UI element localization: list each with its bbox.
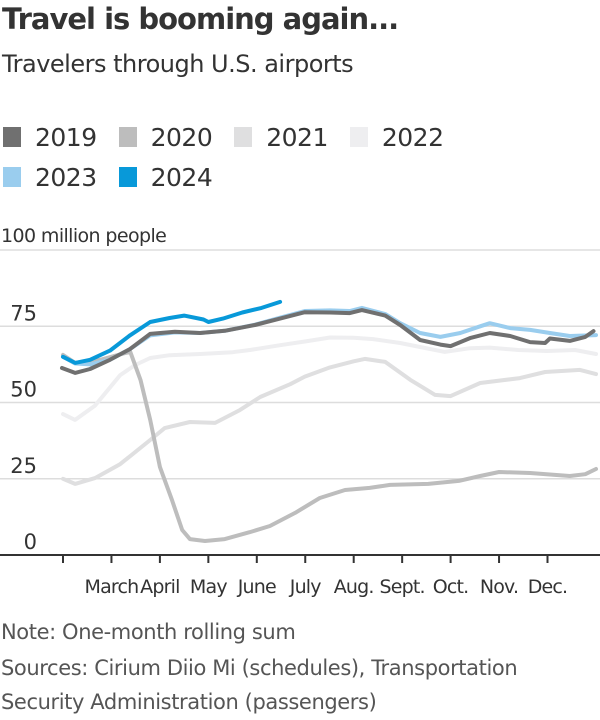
legend-label: 2024 — [150, 162, 213, 192]
sources-text-line1: Sources: Cirium Diio Mi (schedules), Tra… — [1, 656, 518, 680]
x-tick-label: April — [140, 576, 179, 598]
x-tick-label: March — [84, 576, 138, 598]
legend-label: 2020 — [150, 122, 213, 152]
y-tick-label: 25 — [10, 454, 37, 478]
series-lines — [60, 299, 598, 543]
legend-swatch — [234, 127, 253, 147]
x-tick-label: June — [237, 576, 276, 598]
x-tick-label: Nov. — [480, 576, 518, 598]
legend-swatch — [3, 127, 21, 147]
y-tick-label: 50 — [10, 378, 37, 402]
legend-item-2022: 2022 — [349, 122, 444, 152]
legend-swatch — [118, 167, 137, 187]
note-text: Note: One-month rolling sum — [1, 620, 296, 644]
legend-label: 2021 — [266, 122, 328, 152]
series-line-2021 — [61, 356, 598, 486]
legend-swatch — [349, 127, 368, 147]
legend-item-2024: 2024 — [118, 162, 213, 192]
y-axis-unit-label: 100 million people — [1, 225, 167, 247]
y-tick-label: 75 — [10, 301, 37, 325]
series-line-2019 — [60, 308, 596, 375]
chart-title: Travel is booming again... — [2, 2, 399, 36]
legend-row: 2019 2020 2021 2022 — [3, 117, 563, 157]
legend-row: 2023 2024 — [3, 157, 563, 197]
series-line-2020 — [61, 349, 598, 543]
legend-item-2023: 2023 — [3, 163, 97, 192]
series-line-2024 — [61, 299, 283, 365]
y-axis-labels: 0 25 50 75 — [10, 301, 37, 554]
legend-item-2019: 2019 — [3, 123, 97, 152]
legend-swatch — [118, 127, 137, 147]
legend: 2019 2020 2021 2022 2023 2024 — [3, 117, 563, 197]
legend-label: 2022 — [381, 122, 444, 152]
y-tick-label: 0 — [24, 530, 37, 554]
legend-item-2021: 2021 — [234, 123, 328, 152]
x-tick-label: July — [289, 576, 322, 598]
x-tick-label: May — [190, 576, 227, 598]
legend-label: 2023 — [35, 162, 97, 192]
legend-item-2020: 2020 — [118, 122, 213, 152]
line-chart: 0 25 50 75 March April May June July Aug. Sept. Oc… — [0, 249, 600, 598]
x-tick-label: Sept. — [379, 576, 424, 598]
sources-text-line2: Security Administration (passengers) — [1, 690, 377, 714]
x-tick-label: Oct. — [433, 576, 469, 598]
legend-swatch — [3, 167, 21, 187]
x-tick-label: Aug. — [334, 576, 374, 598]
x-axis: March April May June July Aug. Sept. Oct. Nov. De… — [0, 554, 600, 598]
series-line-2022 — [61, 335, 598, 422]
x-tick-label: Dec. — [528, 576, 568, 598]
chart-subtitle: Travelers through U.S. airports — [2, 50, 354, 78]
legend-label: 2019 — [35, 122, 97, 152]
